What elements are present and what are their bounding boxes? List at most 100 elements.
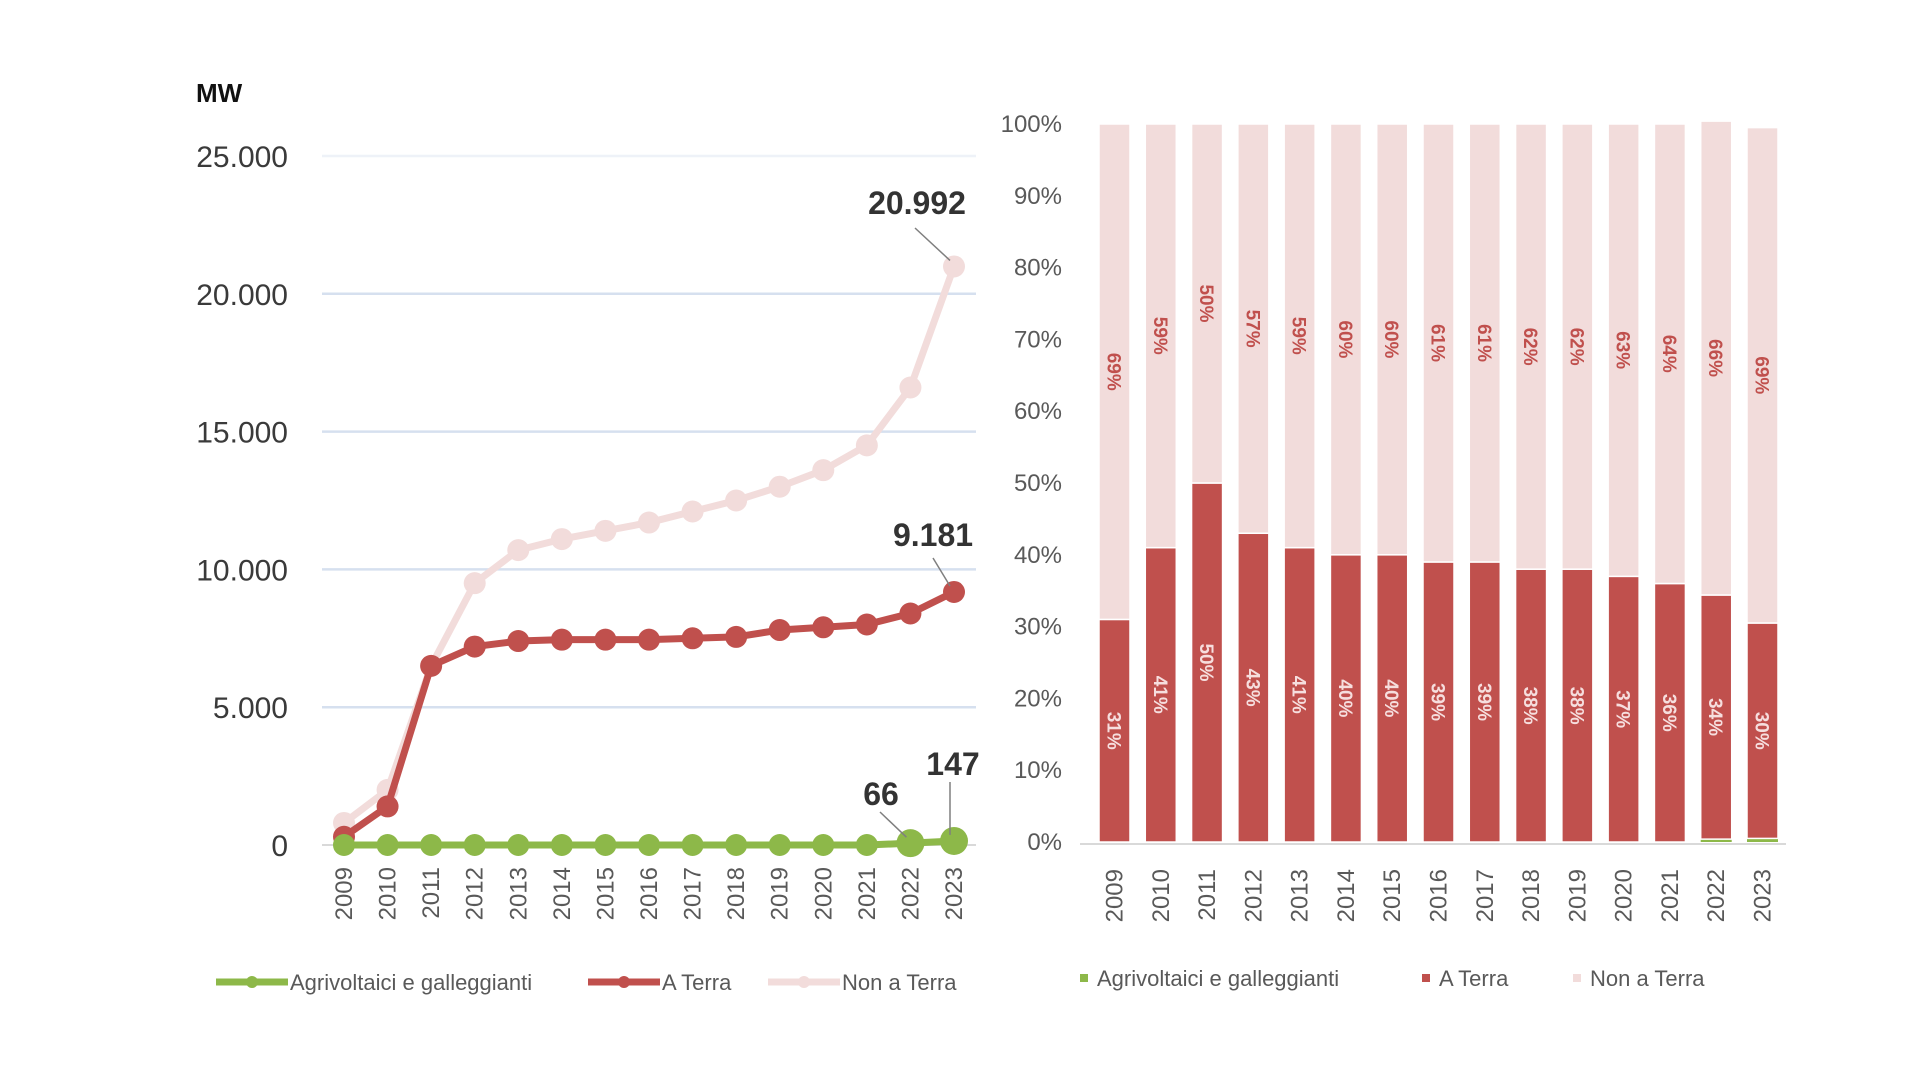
y-tick-label: 100% bbox=[1001, 111, 1062, 138]
bar-data-label: 40% bbox=[1380, 679, 1401, 717]
bar-segment-agrivoltaici-e-galleggianti bbox=[1747, 838, 1778, 842]
y-tick-label: 20.000 bbox=[196, 279, 288, 312]
y-tick-label: 70% bbox=[1014, 326, 1062, 353]
data-point bbox=[681, 834, 704, 856]
bar-data-label: 57% bbox=[1241, 310, 1262, 348]
legend-marker bbox=[246, 976, 258, 988]
bar-segment-non-a-terra bbox=[1329, 123, 1363, 556]
y-tick-label: 10.000 bbox=[196, 554, 288, 587]
data-point bbox=[594, 519, 617, 542]
bar-data-label: 41% bbox=[1288, 676, 1309, 714]
legend-swatch bbox=[1573, 974, 1581, 982]
data-point bbox=[768, 834, 791, 856]
x-tick-label: 2014 bbox=[549, 867, 576, 920]
y-tick-label: 60% bbox=[1014, 398, 1062, 425]
bar-segment-a-terra bbox=[1144, 546, 1178, 843]
data-point bbox=[638, 628, 660, 651]
y-tick-label: 0 bbox=[271, 830, 288, 863]
x-tick-label: 2023 bbox=[941, 867, 968, 920]
legend-label: A Terra bbox=[1439, 966, 1509, 991]
x-tick-label: 2022 bbox=[897, 867, 924, 920]
y-tick-label: 5.000 bbox=[213, 692, 288, 725]
x-tick-label: 2013 bbox=[1287, 869, 1314, 922]
y-tick-label: 15.000 bbox=[196, 417, 288, 450]
data-point bbox=[943, 255, 965, 278]
bar-segment-a-terra bbox=[1746, 622, 1779, 840]
bar-data-label: 43% bbox=[1241, 669, 1262, 707]
y-tick-label: 0% bbox=[1027, 829, 1062, 856]
data-point bbox=[681, 500, 704, 523]
x-tick-label: 2022 bbox=[1703, 869, 1730, 922]
data-point bbox=[899, 376, 922, 399]
bar-data-label: 59% bbox=[1288, 317, 1309, 355]
bar-data-label: 60% bbox=[1380, 320, 1401, 358]
y-tick-label: 30% bbox=[1014, 614, 1062, 641]
y-tick-label: 25.000 bbox=[196, 141, 288, 174]
data-point bbox=[768, 619, 791, 642]
bar-data-label: 69% bbox=[1103, 353, 1124, 391]
bar-data-label: 39% bbox=[1473, 683, 1494, 721]
data-point bbox=[333, 834, 355, 856]
annotation-leader bbox=[932, 557, 951, 587]
x-tick-label: 2009 bbox=[331, 867, 358, 920]
bar-segment-agrivoltaici-e-galleggianti bbox=[1700, 839, 1732, 842]
data-point bbox=[594, 834, 617, 856]
bar-data-label: 60% bbox=[1334, 320, 1355, 358]
legend-swatch bbox=[1080, 974, 1088, 982]
bar-data-label: 38% bbox=[1519, 687, 1540, 725]
bar-segment-non-a-terra bbox=[1699, 120, 1733, 596]
bar-data-label: 36% bbox=[1658, 694, 1679, 732]
data-point bbox=[638, 834, 660, 856]
x-tick-label: 2016 bbox=[636, 867, 663, 920]
x-tick-label: 2018 bbox=[1518, 869, 1545, 922]
legend-swatch bbox=[1422, 974, 1430, 982]
bar-segment-a-terra bbox=[1329, 554, 1363, 843]
data-point bbox=[420, 654, 443, 677]
bar-segment-non-a-terra bbox=[1746, 126, 1779, 624]
bar-segment-a-terra bbox=[1607, 575, 1640, 843]
x-tick-label: 2014 bbox=[1333, 869, 1360, 922]
x-tick-label: 2012 bbox=[1240, 869, 1267, 922]
data-point bbox=[943, 580, 965, 603]
x-tick-label: 2019 bbox=[1564, 869, 1591, 922]
data-point bbox=[507, 834, 530, 856]
data-point bbox=[725, 489, 748, 512]
y-axis-unit-label: MW bbox=[196, 78, 243, 108]
bar-data-label: 69% bbox=[1751, 356, 1772, 394]
annotation-label: 20.992 bbox=[868, 185, 966, 221]
y-tick-label: 80% bbox=[1014, 255, 1062, 282]
data-point bbox=[507, 539, 530, 562]
x-tick-label: 2010 bbox=[375, 867, 402, 920]
bar-segment-non-a-terra bbox=[1607, 123, 1640, 578]
bar-data-label: 59% bbox=[1149, 317, 1170, 355]
data-point bbox=[812, 459, 835, 482]
x-tick-label: 2011 bbox=[418, 867, 445, 919]
data-point bbox=[463, 635, 486, 658]
annotation-leader bbox=[879, 811, 907, 838]
bar-segment-a-terra bbox=[1098, 618, 1131, 843]
data-point bbox=[812, 616, 835, 639]
data-point bbox=[507, 630, 530, 653]
bar-segment-non-a-terra bbox=[1514, 123, 1548, 570]
legend-label: Non a Terra bbox=[842, 970, 957, 995]
data-point bbox=[463, 572, 486, 595]
y-tick-label: 20% bbox=[1014, 685, 1062, 712]
legend-label: Agrivoltaici e galleggianti bbox=[290, 970, 532, 995]
x-tick-label: 2020 bbox=[1611, 869, 1638, 922]
bar-segment-a-terra bbox=[1653, 582, 1687, 843]
y-tick-label: 10% bbox=[1014, 757, 1062, 784]
bar-data-label: 41% bbox=[1149, 676, 1170, 714]
x-tick-label: 2015 bbox=[592, 867, 619, 920]
annotation-leader bbox=[914, 227, 951, 262]
bar-segment-non-a-terra bbox=[1375, 123, 1409, 556]
data-point bbox=[855, 613, 878, 636]
data-point bbox=[899, 602, 922, 625]
bar-data-label: 34% bbox=[1704, 698, 1725, 736]
data-point bbox=[638, 511, 660, 534]
x-tick-label: 2013 bbox=[505, 867, 532, 920]
data-point bbox=[855, 434, 878, 457]
annotation-label: 9.181 bbox=[893, 517, 973, 553]
bar-data-label: 38% bbox=[1565, 687, 1586, 725]
bar-data-label: 40% bbox=[1334, 679, 1355, 717]
